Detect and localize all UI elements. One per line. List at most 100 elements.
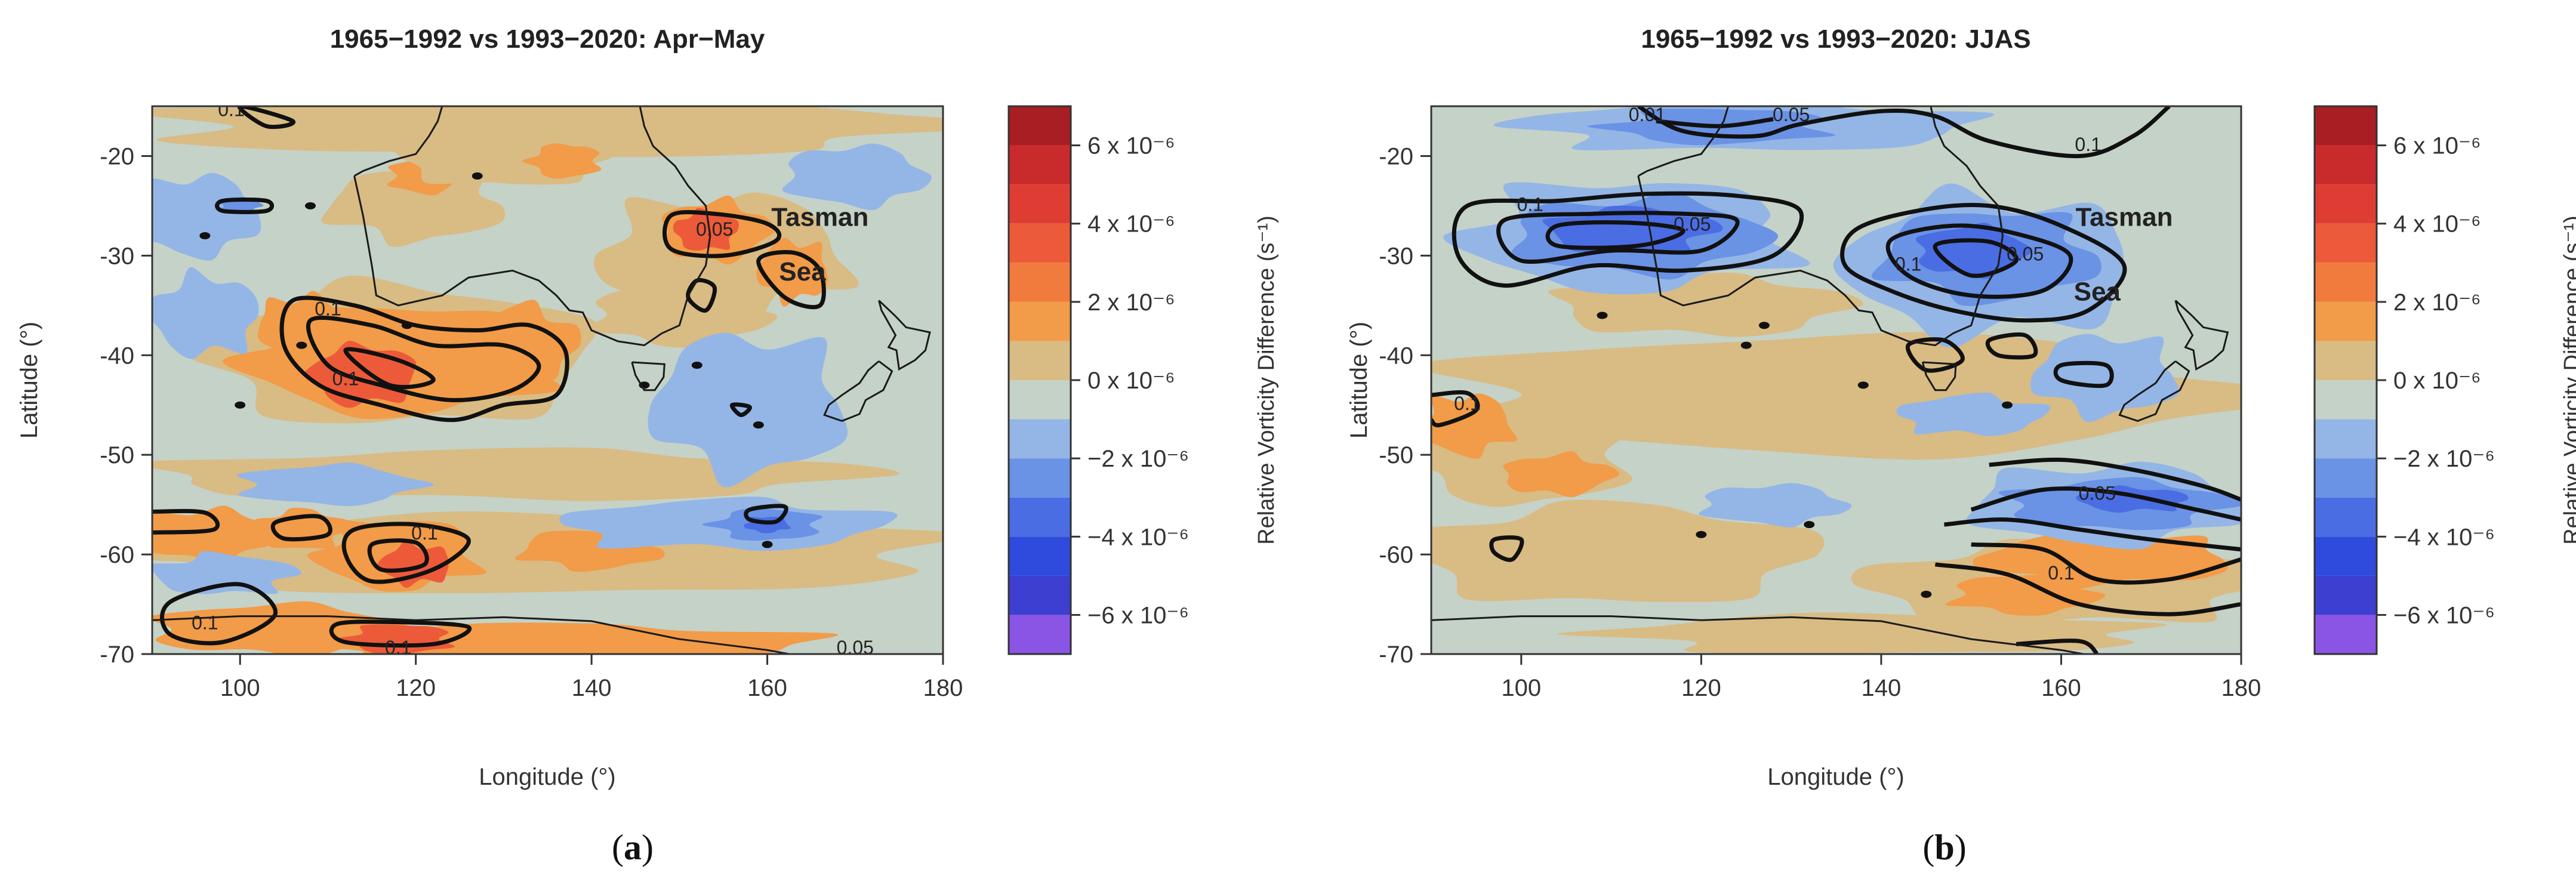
panel-b-contour-dot bbox=[2001, 401, 2013, 409]
panel-b-anomaly-region bbox=[2076, 485, 2189, 513]
panel-a-contour-label: 0.05 bbox=[837, 637, 874, 658]
panel-b-colorbar-swatch bbox=[2315, 380, 2377, 420]
panel-b-anomaly-region bbox=[1698, 483, 1852, 528]
panel-b-significance-contour bbox=[1637, 106, 2171, 159]
panel-a-contour-label: 0.05 bbox=[696, 218, 733, 240]
panel-a-colorbar-swatch bbox=[1009, 223, 1071, 263]
panel-a-ytick-label: -50 bbox=[100, 442, 134, 468]
panel-a-significance-contour bbox=[160, 582, 278, 646]
panel-b-ytick-label: -60 bbox=[1379, 542, 1413, 568]
panel-b-colorbar-tick-label: −4 x 10⁻⁶ bbox=[2393, 524, 2495, 550]
panel-a-anomaly-region bbox=[152, 551, 301, 594]
panel-a-anomaly-region bbox=[152, 106, 943, 158]
panel-b-contour-label: 0.1 bbox=[1517, 193, 1543, 215]
panel-b-significance-contour bbox=[1905, 337, 1965, 373]
panel-b-colorbar-label: Relative Vorticity Difference (s⁻¹) bbox=[2560, 215, 2576, 545]
panel-a-ytick-label: -60 bbox=[100, 542, 134, 568]
panel-b-xtick-label: 140 bbox=[1862, 675, 1902, 701]
panel-a-colorbar-tick-label: −2 x 10⁻⁶ bbox=[1087, 446, 1189, 472]
panel-b-colorbar-tick-label: 0 x 10⁻⁶ bbox=[2393, 368, 2481, 394]
panel-a-contour-label: 0.1 bbox=[332, 368, 359, 389]
panel-a-xlabel: Longitude (°) bbox=[479, 764, 615, 790]
panel-a-anomaly-region bbox=[467, 300, 581, 387]
panel-b-xtick-label: 160 bbox=[2041, 675, 2081, 701]
panel-a-colorbar-tick-label: −6 x 10⁻⁶ bbox=[1087, 602, 1189, 628]
panel-a-xtick-label: 140 bbox=[572, 675, 612, 701]
panel-a-colorbar-tick-label: 6 x 10⁻⁶ bbox=[1087, 133, 1175, 159]
panel-b-significance-contour bbox=[1431, 390, 1480, 428]
panel-a-ytick-label: -20 bbox=[100, 143, 134, 169]
panel-b-colorbar: 6 x 10⁻⁶ 4 x 10⁻⁶ 2 x 10⁻⁶ 0 x 10⁻⁶ −2 x 10⁻… bbox=[2313, 105, 2576, 655]
panel-a-contour-dot bbox=[762, 541, 773, 548]
panel-a-contour-dot bbox=[305, 202, 316, 209]
panel-b-frame bbox=[1430, 105, 2242, 655]
panel-a-significance-contour bbox=[341, 522, 471, 584]
panel-a-colorbar-swatch bbox=[1009, 301, 1071, 341]
panel-b-contour-dot bbox=[1857, 381, 1869, 389]
panel-a-xtick-label: 120 bbox=[396, 675, 436, 701]
panel-b-xtick-label: 120 bbox=[1681, 675, 1721, 701]
panel-b-xlabel: Longitude (°) bbox=[1767, 764, 1904, 790]
panel-b-contour-label: 0.05 bbox=[2007, 243, 2044, 265]
panel-b-anomaly-region bbox=[1431, 332, 2241, 460]
panel-a-colorbar-swatch bbox=[1009, 263, 1071, 302]
panel-b-coastline bbox=[2118, 360, 2190, 423]
panel-a-contour-dot bbox=[691, 361, 702, 369]
panel-b-coastline bbox=[1638, 106, 1730, 177]
panel-b-significance-contour bbox=[2016, 639, 2099, 654]
panel-b-ytick-label: -30 bbox=[1379, 243, 1413, 269]
panel-a-significance-contour bbox=[329, 619, 472, 648]
panel-b-colorbar-swatch bbox=[2315, 419, 2377, 459]
panel-b-colorbar-tick-label: −6 x 10⁻⁶ bbox=[2393, 602, 2495, 628]
panel-b-colorbar-swatch bbox=[2315, 145, 2377, 185]
panel-a-xtick-label: 100 bbox=[220, 675, 260, 701]
panel-a-anomaly-region bbox=[582, 286, 777, 348]
panel-a-colorbar-swatch bbox=[1009, 458, 1071, 498]
panel-b-contour-label: 0.1 bbox=[2048, 562, 2074, 584]
panel-a-anomaly-region bbox=[782, 143, 932, 211]
panel-b-ytick-label: -70 bbox=[1379, 642, 1413, 668]
panel-b-contour-dot bbox=[1758, 322, 1770, 329]
panel-b-colorbar-swatch bbox=[2315, 263, 2377, 302]
panel-b-contour-label: 0.05 bbox=[1773, 104, 1810, 125]
panel-b-anomaly-region bbox=[1542, 205, 1723, 253]
panel-a-colorbar-tick-label: 4 x 10⁻⁶ bbox=[1087, 211, 1175, 238]
panel-a-significance-contour bbox=[367, 538, 429, 573]
panel-b-contour-label: 0.05 bbox=[2079, 482, 2116, 504]
panel-b-xtick-label: 180 bbox=[2221, 675, 2261, 701]
panel-b-colorbar-swatch bbox=[2315, 615, 2377, 654]
panel-a-colorbar-swatch bbox=[1009, 615, 1071, 654]
panel-b-contour-label: 0.1 bbox=[1895, 253, 1921, 275]
panel-a-label: (a) bbox=[612, 828, 654, 867]
panel-a-anomaly-region bbox=[257, 291, 349, 361]
panel-a-xtick-label: 160 bbox=[747, 675, 787, 701]
panel-b-contour-dot bbox=[1740, 341, 1752, 349]
panel-b-significance-contour bbox=[1944, 517, 2241, 552]
panel-b-significance-contour bbox=[1934, 562, 2241, 616]
panel-b-ytick-label: -20 bbox=[1379, 143, 1413, 169]
panel-a-significance-contour bbox=[343, 347, 436, 389]
panel-b-colorbar-swatch bbox=[2315, 341, 2377, 380]
panel-a-significance-contour bbox=[744, 504, 788, 525]
panel-b-contour-label: 0.1 bbox=[1454, 393, 1480, 414]
panel-a-significance-contour bbox=[663, 209, 782, 258]
panel-b-significance-contour bbox=[1489, 535, 1524, 562]
panel-a-field: 0.1 0.1 0.1 0.1 0.1 0.05 0.05 0.1 bbox=[152, 106, 943, 658]
panel-b-significance-contour bbox=[1840, 202, 2127, 323]
panel-a-contour-label: 0.1 bbox=[411, 522, 437, 544]
panel-b-colorbar-tick-label: 4 x 10⁻⁶ bbox=[2393, 211, 2481, 238]
panel-a-colorbar-swatch bbox=[1009, 380, 1071, 420]
panel-b-colorbar-tick-label: −2 x 10⁻⁶ bbox=[2393, 446, 2495, 472]
panel-b-significance-contour bbox=[1545, 220, 1686, 250]
panel-b-significance-contour bbox=[1971, 542, 2241, 585]
panel-b-colorbar-tick-label: 6 x 10⁻⁶ bbox=[2393, 133, 2481, 159]
panel-b-colorbar-swatch bbox=[2315, 223, 2377, 263]
panel-a-colorbar-swatch bbox=[1009, 184, 1071, 224]
panel-a-significance-contour bbox=[215, 198, 275, 214]
panel-b-significance-contour bbox=[1989, 457, 2241, 502]
panel-b-plot: 0.01 0.05 0.1 0.1 0.05 0.1 0.05 0.1 0.05 0.1 Tasma… bbox=[1379, 104, 2261, 701]
panel-b-anomaly-region bbox=[1503, 451, 1619, 498]
panel-b-significance-contour bbox=[1496, 211, 1740, 264]
panel-a-colorbar-tick-label: 2 x 10⁻⁶ bbox=[1087, 289, 1175, 316]
panel-a-contour-dot bbox=[199, 232, 211, 239]
